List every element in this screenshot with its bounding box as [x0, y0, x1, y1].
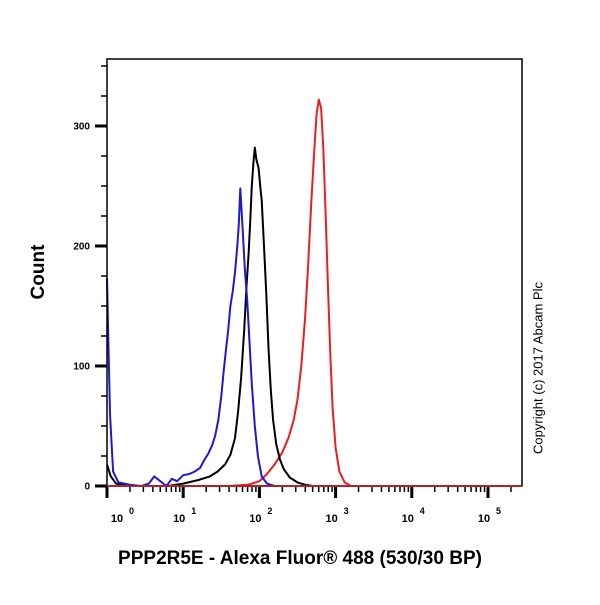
plot-curves: [106, 98, 519, 487]
plot-frame: [106, 58, 523, 487]
x-axis: 10 0 10 1 10 2 10 3 10 4 10 5: [105, 485, 522, 525]
x-tick-label: 10: [325, 513, 337, 525]
x-tick-label: 10: [111, 513, 123, 525]
x-tick-exponent: 2: [267, 506, 272, 516]
x-tick-exponent: 3: [344, 506, 349, 516]
x-tick-exponent: 5: [496, 506, 501, 516]
x-tick-exponent: 1: [191, 506, 196, 516]
x-tick-label: 10: [402, 513, 414, 525]
series-red-line: [107, 98, 519, 487]
y-axis: 0 100 200 300: [73, 65, 107, 493]
copyright-annotation: Copyright (c) 2017 Abcam Plc: [527, 240, 549, 495]
y-tick-label: 300: [73, 122, 90, 133]
x-tick-exponent: 4: [420, 506, 425, 516]
x-tick-label: 10: [249, 513, 261, 525]
series-black-line: [106, 146, 519, 487]
y-tick-label: 200: [73, 242, 90, 253]
x-axis-title: PPP2R5E - Alexa Fluor® 488 (530/30 BP): [118, 548, 482, 569]
x-tick-label: 10: [478, 513, 490, 525]
y-tick-label: 100: [73, 362, 90, 373]
x-tick-exponent: 0: [129, 506, 134, 516]
y-axis-title: Count: [14, 232, 64, 312]
series-blue-line: [106, 187, 519, 487]
y-tick-label: 0: [84, 482, 90, 493]
x-tick-label: 10: [173, 513, 185, 525]
y-axis-title-text: Count: [28, 244, 49, 300]
copyright-text: Copyright (c) 2017 Abcam Plc: [530, 281, 546, 454]
